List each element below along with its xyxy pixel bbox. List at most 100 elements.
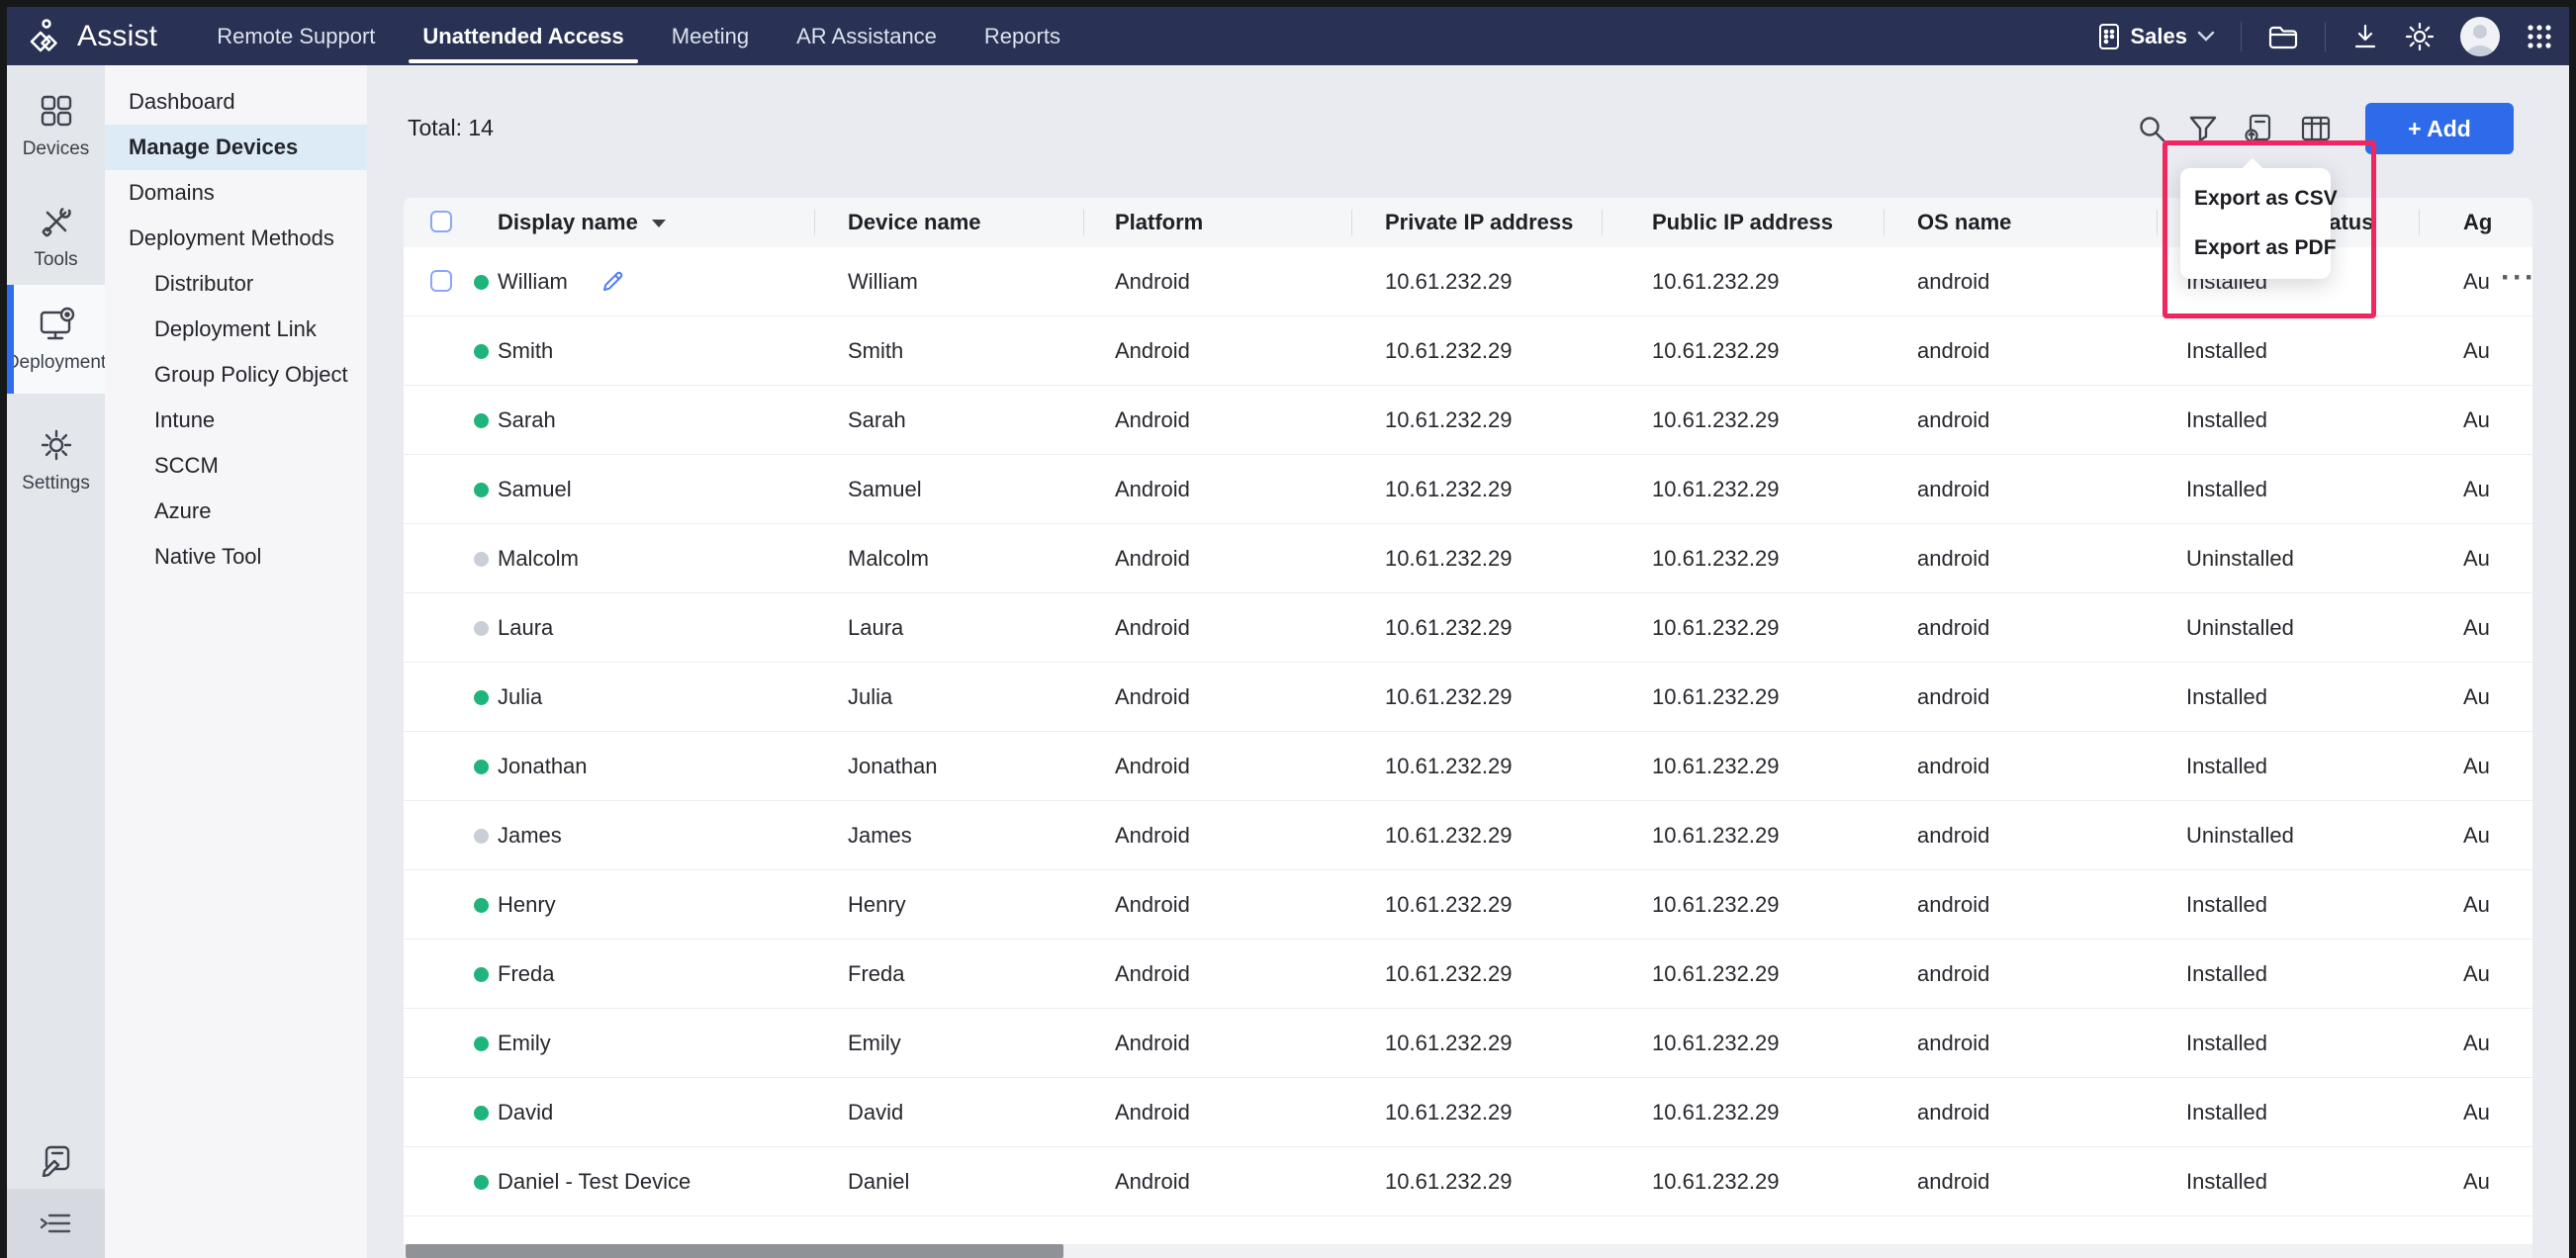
cell-platform: Android xyxy=(1115,269,1190,294)
cell-private-ip: 10.61.232.29 xyxy=(1385,338,1513,363)
sidebar-item-group-policy-object[interactable]: Group Policy Object xyxy=(154,362,348,387)
export-button[interactable] xyxy=(2242,112,2275,145)
rail-item-tools[interactable]: Tools xyxy=(7,186,105,289)
table-row[interactable]: Freda Freda Android 10.61.232.29 10.61.232.2… xyxy=(404,940,2532,1009)
export-icon xyxy=(2243,113,2274,144)
table-row[interactable]: Sarah Sarah Android 10.61.232.29 10.61.232.2… xyxy=(404,386,2532,455)
cell-os-name: android xyxy=(1917,1169,1990,1194)
deployment-icon xyxy=(37,305,76,342)
cell-public-ip: 10.61.232.29 xyxy=(1652,823,1780,848)
horizontal-scrollbar-thumb[interactable] xyxy=(406,1244,1063,1258)
tab-ar-assistance[interactable]: AR Assistance xyxy=(796,23,937,48)
column-separator xyxy=(1602,210,1603,235)
cell-platform: Android xyxy=(1115,1100,1190,1124)
col-header-public-ip[interactable]: Public IP address xyxy=(1652,210,1834,234)
table-row[interactable]: Laura Laura Android 10.61.232.29 10.61.232.2… xyxy=(404,593,2532,663)
rail-item-devices[interactable]: Devices xyxy=(7,75,105,178)
cell-platform: Android xyxy=(1115,823,1190,848)
search-button[interactable] xyxy=(2135,112,2168,145)
filter-button[interactable] xyxy=(2186,112,2220,145)
cell-private-ip: 10.61.232.29 xyxy=(1385,961,1513,986)
online-status-dot xyxy=(474,1105,489,1121)
col-header-device-name[interactable]: Device name xyxy=(848,210,981,234)
org-selector[interactable]: Sales xyxy=(2097,22,2216,51)
settings-button[interactable] xyxy=(2405,22,2435,51)
col-header-display-name[interactable]: Display name xyxy=(498,198,666,247)
rail-item-settings[interactable]: Settings xyxy=(7,409,105,512)
tab-remote-support[interactable]: Remote Support xyxy=(217,23,376,48)
collapse-rail-button[interactable] xyxy=(7,1189,105,1258)
cell-installation-status: Installed xyxy=(2186,1031,2267,1055)
sidebar-item-deployment-link[interactable]: Deployment Link xyxy=(154,316,317,341)
cell-os-name: android xyxy=(1917,546,1990,571)
table-row[interactable]: Malcolm Malcolm Android 10.61.232.29 10.61.2… xyxy=(404,524,2532,593)
table-row[interactable]: Samuel Samuel Android 10.61.232.29 10.61.232… xyxy=(404,455,2532,524)
table-row[interactable]: Jonathan Jonathan Android 10.61.232.29 10.61… xyxy=(404,732,2532,801)
cell-public-ip: 10.61.232.29 xyxy=(1652,1100,1780,1124)
cell-device-name: James xyxy=(848,823,912,848)
cell-os-name: android xyxy=(1917,754,1990,778)
apps-grid-button[interactable] xyxy=(2526,23,2553,50)
downloads-button[interactable] xyxy=(2351,23,2379,50)
horizontal-scrollbar[interactable] xyxy=(404,1244,2532,1258)
files-button[interactable] xyxy=(2267,23,2299,50)
col-header-agent[interactable]: Ag xyxy=(2463,210,2493,234)
table-row[interactable]: Julia Julia Android 10.61.232.29 10.61.232.2… xyxy=(404,663,2532,732)
cell-private-ip: 10.61.232.29 xyxy=(1385,615,1513,640)
devices-icon xyxy=(39,93,74,129)
tab-reports[interactable]: Reports xyxy=(983,23,1060,48)
table-row[interactable]: Daniel - Test Device Daniel Android 10.61.2… xyxy=(404,1147,2532,1216)
folder-icon xyxy=(2267,23,2299,50)
top-navbar: Assist Remote Support Unattended Access … xyxy=(7,7,2569,65)
sidebar-item-manage-devices[interactable]: Manage Devices xyxy=(105,125,367,170)
sidebar-item-dashboard[interactable]: Dashboard xyxy=(129,89,235,114)
cell-display-name: Julia xyxy=(498,684,543,709)
online-status-dot xyxy=(474,343,489,359)
table-row[interactable]: Henry Henry Android 10.61.232.29 10.61.232.2… xyxy=(404,870,2532,940)
select-all-checkbox[interactable] xyxy=(430,211,452,232)
sidebar-item-domains[interactable]: Domains xyxy=(129,180,215,205)
sidebar-item-azure[interactable]: Azure xyxy=(154,498,212,523)
cell-private-ip: 10.61.232.29 xyxy=(1385,407,1513,432)
brand[interactable]: Assist xyxy=(24,16,157,57)
assist-logo-icon xyxy=(24,16,65,57)
menu-item-export-csv[interactable]: Export as CSV xyxy=(2194,187,2338,210)
cell-platform: Android xyxy=(1115,477,1190,501)
manage-columns-button[interactable] xyxy=(2299,112,2333,145)
row-checkbox[interactable] xyxy=(430,269,452,292)
sidebar-item-sccm[interactable]: SCCM xyxy=(154,453,219,478)
sidebar-item-intune[interactable]: Intune xyxy=(154,407,216,432)
cell-public-ip: 10.61.232.29 xyxy=(1652,754,1780,778)
rail-item-deployment[interactable]: Deployment xyxy=(6,285,106,394)
col-header-platform[interactable]: Platform xyxy=(1115,210,1204,234)
table-row[interactable]: James James Android 10.61.232.29 10.61.232.2… xyxy=(404,801,2532,870)
add-device-button[interactable]: + Add xyxy=(2365,103,2514,154)
sidebar-item-native-tool[interactable]: Native Tool xyxy=(154,544,262,569)
cell-device-name: Sarah xyxy=(848,407,906,432)
sidebar-item-distributor[interactable]: Distributor xyxy=(154,271,254,296)
cell-agent: Au xyxy=(2463,961,2490,986)
cell-public-ip: 10.61.232.29 xyxy=(1652,1169,1780,1194)
cell-device-name: Emily xyxy=(848,1031,901,1055)
cell-agent: Au xyxy=(2463,269,2490,294)
col-header-private-ip[interactable]: Private IP address xyxy=(1385,210,1574,234)
edit-display-name-icon[interactable] xyxy=(600,268,626,294)
user-avatar[interactable] xyxy=(2460,16,2500,56)
cell-os-name: android xyxy=(1917,1031,1990,1055)
sort-caret-icon xyxy=(651,220,666,228)
table-row[interactable]: Smith Smith Android 10.61.232.29 10.61.232.2… xyxy=(404,316,2532,386)
cell-device-name: Julia xyxy=(848,684,893,709)
row-actions-menu[interactable]: ··· xyxy=(2501,261,2532,294)
tab-meeting[interactable]: Meeting xyxy=(671,23,750,48)
col-header-os-name[interactable]: OS name xyxy=(1917,210,2012,234)
offline-status-dot xyxy=(474,620,489,636)
main-content: Total: 14 xyxy=(367,65,2569,1258)
feedback-button[interactable] xyxy=(7,1141,105,1177)
table-row[interactable]: William William Android 10.61.232.29 10.61.2… xyxy=(404,247,2532,316)
table-row[interactable]: David David Android 10.61.232.29 10.61.232.2… xyxy=(404,1078,2532,1147)
menu-item-export-pdf[interactable]: Export as PDF xyxy=(2194,236,2337,259)
table-row[interactable]: Emily Emily Android 10.61.232.29 10.61.232.2… xyxy=(404,1009,2532,1078)
sidebar-item-deployment-methods[interactable]: Deployment Methods xyxy=(129,225,334,250)
cell-installation-status: Installed xyxy=(2186,754,2267,778)
tab-unattended-access[interactable]: Unattended Access xyxy=(399,7,647,65)
